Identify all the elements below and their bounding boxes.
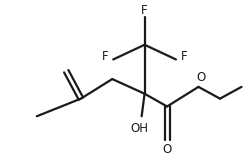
- Text: F: F: [180, 50, 187, 63]
- Text: F: F: [141, 4, 148, 17]
- Text: F: F: [102, 50, 109, 63]
- Text: OH: OH: [131, 122, 149, 134]
- Text: O: O: [197, 71, 206, 84]
- Text: O: O: [162, 143, 172, 156]
